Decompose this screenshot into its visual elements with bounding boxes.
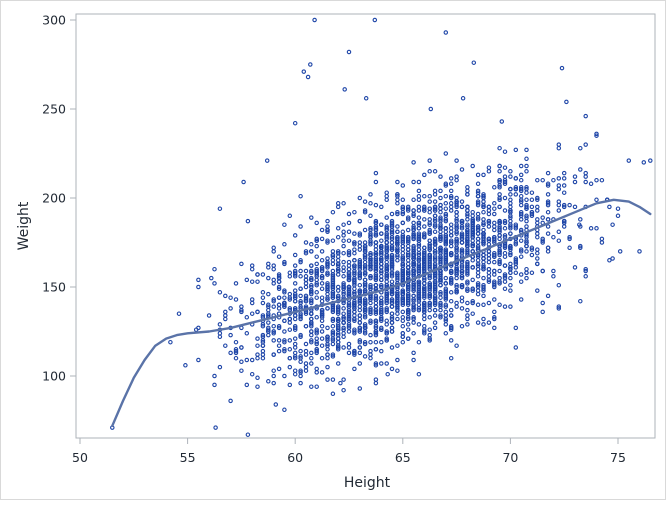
scatter-markers: [110, 17, 653, 437]
x-tick-label: 55: [180, 450, 196, 465]
y-tick-label: 250: [42, 102, 66, 117]
x-tick-label: 70: [502, 450, 518, 465]
x-axis: 50 55 60 65 70 75: [72, 438, 626, 465]
x-tick-label: 50: [72, 450, 88, 465]
x-axis-label: Height: [344, 475, 391, 491]
y-tick-label: 200: [42, 191, 66, 206]
loess-curve: [111, 198, 652, 427]
y-tick-label: 300: [42, 13, 66, 28]
y-axis: 100 150 200 250 300: [42, 13, 76, 384]
y-axis-label: Weight: [16, 201, 32, 250]
y-tick-label: 150: [42, 280, 66, 295]
plot-area-border: [75, 13, 656, 439]
x-tick-label: 60: [287, 450, 303, 465]
x-tick-label: 75: [610, 450, 626, 465]
y-tick-label: 100: [42, 369, 66, 384]
x-tick-label: 65: [395, 450, 411, 465]
